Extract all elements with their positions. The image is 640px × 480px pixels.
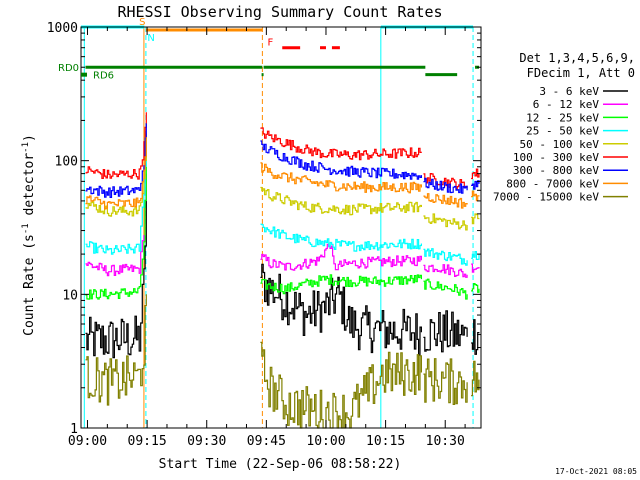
series-segment [423, 213, 468, 231]
chart-title: RHESSI Observing Summary Count Rates [117, 3, 442, 21]
series-segment [423, 264, 468, 278]
y-axis-ticks: 1 10 100 1000 [47, 21, 481, 437]
series-line [85, 112, 480, 190]
series-segment [260, 223, 422, 252]
series-segment [260, 186, 422, 216]
series-segment [423, 248, 468, 266]
legend-header-line: Det 1,3,4,5,6,9, [519, 51, 635, 65]
legend-entry-label: 7000 - 15000 keV [493, 191, 599, 204]
series-line [85, 137, 480, 266]
y-tick-label: 10 [62, 288, 78, 303]
y-axis-label: Count Rate (s-1 detector-1) [21, 134, 37, 336]
flag-labels: SN F [139, 17, 273, 49]
series-line [85, 166, 480, 300]
x-tick-label: 09:15 [128, 434, 167, 449]
x-tick-label: 09:00 [68, 434, 107, 449]
legend-entry-label: 6 - 12 keV [533, 98, 600, 111]
x-tick-label: 10:30 [426, 434, 465, 449]
series-segment [85, 166, 147, 300]
series-segment [471, 213, 480, 225]
y-tick-label: 1 [70, 422, 78, 437]
legend-header-line: FDecim 1, Att 0 [527, 66, 635, 80]
series-segment [260, 263, 422, 356]
y-label-part: detector [22, 153, 37, 224]
y-label-part: ) [22, 134, 37, 142]
series-segment [471, 319, 480, 355]
series-segment [471, 283, 480, 293]
series-segment [260, 127, 422, 161]
detector-marker [81, 72, 87, 77]
series-line [85, 137, 480, 210]
series-segment [423, 310, 468, 353]
x-tick-label: 09:45 [247, 434, 286, 449]
legend-entry-label: 50 - 100 keV [520, 138, 600, 151]
series-segment [260, 243, 422, 271]
series-segment [423, 193, 468, 209]
flag-label: F [267, 38, 273, 49]
series-segment [260, 162, 422, 194]
y-tick-label: 1000 [47, 21, 78, 36]
series-segment [260, 274, 422, 295]
series-segment [471, 263, 480, 273]
legend-entry-label: 100 - 300 keV [513, 151, 599, 164]
legend-entry-label: 25 - 50 keV [526, 125, 599, 138]
series-line [85, 294, 480, 429]
legend-entry-label: 12 - 25 keV [526, 111, 599, 124]
series-segment [85, 294, 147, 406]
series-segment [471, 360, 480, 397]
legend: Det 1,3,4,5,6,9, FDecim 1, Att 0 3 - 6 k… [493, 51, 635, 204]
series-segment [423, 358, 468, 405]
series-line [85, 190, 480, 359]
plot-frame [80, 26, 482, 429]
series-segment [85, 190, 147, 359]
series-segment [85, 137, 147, 255]
y-tick-label: 100 [55, 155, 78, 170]
series-segment [85, 173, 147, 277]
x-tick-label: 09:30 [187, 434, 226, 449]
series-segment [471, 251, 480, 260]
detector-label: RD6 [93, 71, 114, 82]
series-line [85, 133, 480, 231]
series-segment [471, 168, 480, 180]
x-tick-label: 10:00 [306, 434, 345, 449]
series-segment [85, 123, 147, 198]
series-segment [260, 140, 422, 180]
y-label-part: Count Rate (s [22, 234, 37, 336]
legend-entry-label: 800 - 7000 keV [506, 177, 599, 190]
series-segment [85, 137, 147, 210]
flag-label: N [147, 33, 154, 44]
series-line [85, 173, 480, 278]
timestamp: 17-Oct-2021 08:05 [555, 467, 637, 476]
series-segment [260, 341, 422, 429]
series-segment [423, 173, 468, 190]
series-segment [85, 133, 147, 217]
flag-label: S [139, 17, 145, 28]
x-axis-label: Start Time (22-Sep-06 08:58:22) [159, 457, 402, 472]
detector-label: RD0 [58, 63, 79, 74]
series-segment [423, 278, 468, 300]
series-segment [423, 177, 468, 194]
legend-entry-label: 300 - 800 keV [513, 164, 599, 177]
x-tick-label: 10:15 [366, 434, 405, 449]
detector-labels: RD0 RD6 [58, 63, 114, 81]
data-series [85, 112, 480, 429]
y-label-sup: -1 [21, 142, 31, 153]
x-axis-ticks: 09:00 09:15 09:30 09:45 10:00 10:15 10:30 [68, 27, 466, 449]
legend-entry-label: 3 - 6 keV [539, 85, 599, 98]
series-segment [85, 112, 147, 180]
y-label-sup: -1 [21, 223, 31, 234]
series-segment [471, 190, 480, 202]
